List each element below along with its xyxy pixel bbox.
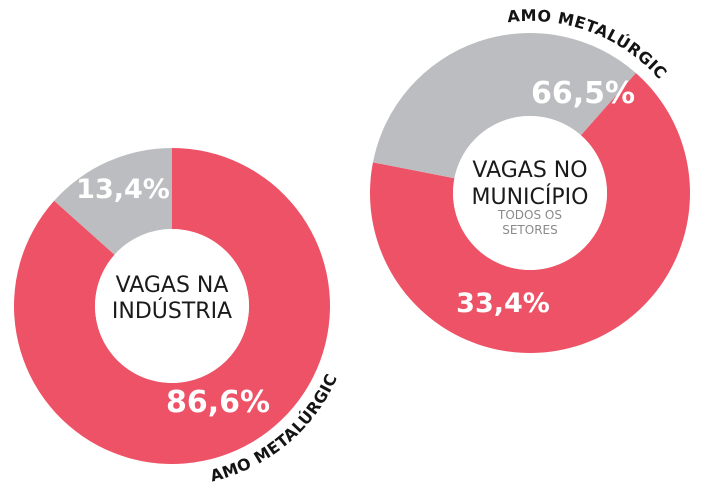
donut-slice-outros [372,33,636,179]
slice-value-label: 13,4% [76,174,170,205]
donut-hole [453,116,607,270]
donut-chart-1: 86,6%13,4%VAGAS NAINDÚSTRIARAMO METALÚRG… [0,0,341,482]
donut-slice-outros [54,148,173,255]
center-title-line: MUNICÍPIO [472,184,589,210]
slice-value-label: 66,5% [531,76,635,111]
slice-value-label: 33,4% [456,288,550,319]
center-title-line: VAGAS NA [116,273,229,298]
center-title-line: VAGAS NO [472,158,587,183]
center-subtitle-line: SETORES [502,223,558,237]
donut-slice-metalurgico [370,72,690,354]
donut-hole [95,229,249,383]
donut-slice-metalurgico [13,148,331,464]
center-subtitle-line: TODOS OS [497,208,562,222]
slice-value-label: 86,6% [166,385,270,420]
center-title-line: INDÚSTRIA [112,298,232,324]
